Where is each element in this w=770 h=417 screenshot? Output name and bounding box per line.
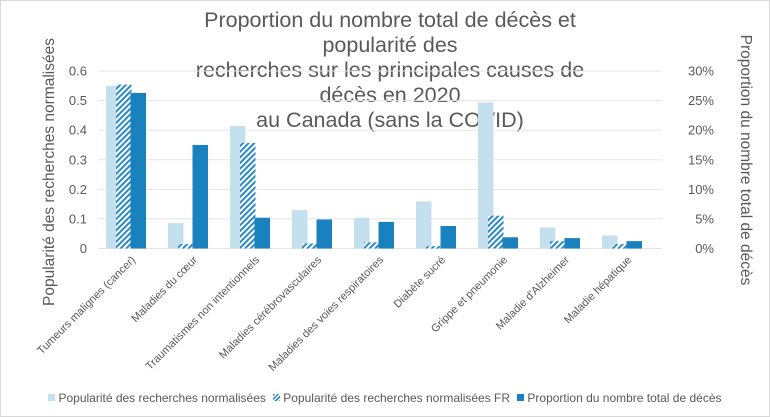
x-tick-label: Traumatismes non intentionnels <box>144 254 263 373</box>
bar-hatch <box>612 244 628 249</box>
bar-light <box>168 223 184 249</box>
x-axis-labels: Tumeurs malignes (cancer)Maladies du cœu… <box>35 254 634 374</box>
legend-swatch-dark <box>517 394 525 401</box>
x-tick-label: Diabète sucré <box>392 254 448 310</box>
y-tick-label-right: 5% <box>695 211 714 226</box>
y-axis-left-title: Popularité des recherches normalisées <box>41 38 58 306</box>
x-tick-label: Maladie hépatique <box>562 254 634 326</box>
chart-title-line-2: recherches sur les principales causes de… <box>195 58 585 107</box>
bar-dark <box>254 217 270 249</box>
y-axis-right-ticks: 0% 5% 10% 15% 20% 25% 30% <box>688 64 714 257</box>
legend-item-popularity-fr[interactable]: Popularité des recherches normalisées FR <box>273 391 510 405</box>
bar-dark <box>564 238 580 249</box>
legend-item-deaths[interactable]: Proportion du nombre total de décès <box>517 390 722 405</box>
bar-hatch <box>364 242 380 249</box>
legend-swatch-hatch <box>273 394 281 401</box>
bar-light <box>478 102 494 249</box>
bar-light <box>354 217 370 249</box>
bar-hatch <box>550 241 566 249</box>
y-tick-label-right: 25% <box>688 93 714 108</box>
y-tick-label-left: 0.4 <box>69 123 87 138</box>
bar-hatch <box>178 244 194 249</box>
bar-light <box>292 210 308 249</box>
y-tick-label-left: 0.6 <box>69 64 87 79</box>
y-axis-left-ticks: 0 0.1 0.2 0.3 0.4 0.5 0.6 <box>69 64 87 257</box>
legend-label: Popularité des recherches normalisées <box>58 390 266 405</box>
bar-dark <box>192 144 208 249</box>
y-tick-label-right: 30% <box>688 64 714 79</box>
bar-hatch <box>116 84 132 249</box>
legend-label: Proportion du nombre total de décès <box>527 390 722 405</box>
y-tick-label-right: 0% <box>695 241 714 256</box>
y-tick-label-left: 0 <box>80 241 87 256</box>
bar-dark <box>502 237 518 249</box>
y-tick-label-left: 0.3 <box>69 152 87 167</box>
x-tick-label: Maladies des voies respiratoires <box>267 254 387 374</box>
y-tick-label-left: 0.1 <box>69 211 87 226</box>
bar-hatch <box>488 215 504 249</box>
bar-dark <box>378 221 394 249</box>
bar-hatch <box>426 246 442 249</box>
bar-dark <box>130 92 146 249</box>
bar-light <box>416 201 432 249</box>
chart-title: Proportion du nombre total de décès et p… <box>180 8 600 133</box>
chart-title-line-1: Proportion du nombre total de décès et p… <box>204 8 576 57</box>
bar-hatch <box>302 243 318 249</box>
x-tick-label: Maladies cérébrovasculaires <box>217 254 324 361</box>
x-tick-label: Maladies du cœur <box>129 254 200 325</box>
bar-hatch <box>240 142 256 249</box>
y-tick-label-right: 20% <box>688 123 714 138</box>
y-tick-label-right: 10% <box>688 182 714 197</box>
bars <box>106 84 642 249</box>
legend-item-popularity[interactable]: Popularité des recherches normalisées <box>48 390 266 405</box>
legend: Popularité des recherches normalisées Po… <box>0 390 770 405</box>
bar-dark <box>316 219 332 249</box>
bar-dark <box>440 226 456 249</box>
legend-swatch-light <box>48 394 56 401</box>
legend-label: Popularité des recherches normalisées FR <box>283 390 511 405</box>
bar-dark <box>626 241 642 249</box>
y-tick-label-left: 0.2 <box>69 182 87 197</box>
y-tick-label-right: 15% <box>688 152 714 167</box>
y-axis-right-title: Proportion du nombre total de décès <box>737 35 754 286</box>
y-tick-label-left: 0.5 <box>69 93 87 108</box>
